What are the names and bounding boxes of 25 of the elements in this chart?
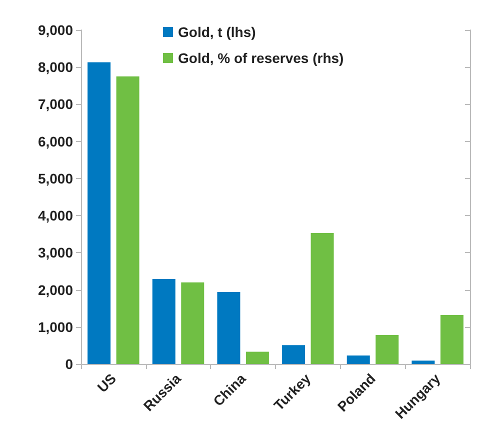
bar <box>181 282 204 364</box>
bar <box>282 345 306 364</box>
bar <box>246 352 269 364</box>
y-tick-label: 3,000 <box>38 244 74 261</box>
y-tick-label: 2,000 <box>38 282 74 298</box>
y-tick-label: 4,000 <box>38 208 74 224</box>
bar <box>376 335 399 364</box>
y-tick-label: 9,000 <box>38 22 74 38</box>
bar <box>346 355 370 364</box>
legend-label: Gold, % of reserves (rhs) <box>178 50 344 66</box>
y-tick-label: 1,000 <box>38 318 74 335</box>
y-tick-label: 7,000 <box>38 96 74 112</box>
y-tick-label: 5,000 <box>38 170 74 186</box>
bar <box>412 360 435 364</box>
bar <box>217 292 240 364</box>
legend-label: Gold, t (lhs) <box>178 24 256 40</box>
bar <box>116 76 140 364</box>
y-tick-label: 8,000 <box>38 59 74 76</box>
bar <box>152 279 176 364</box>
y-tick-label: 6,000 <box>38 133 74 150</box>
bar <box>310 233 334 364</box>
bar <box>440 315 464 364</box>
y-tick-label: 0 <box>65 356 74 372</box>
bar <box>88 62 111 364</box>
x-tick-label: US <box>94 370 120 396</box>
